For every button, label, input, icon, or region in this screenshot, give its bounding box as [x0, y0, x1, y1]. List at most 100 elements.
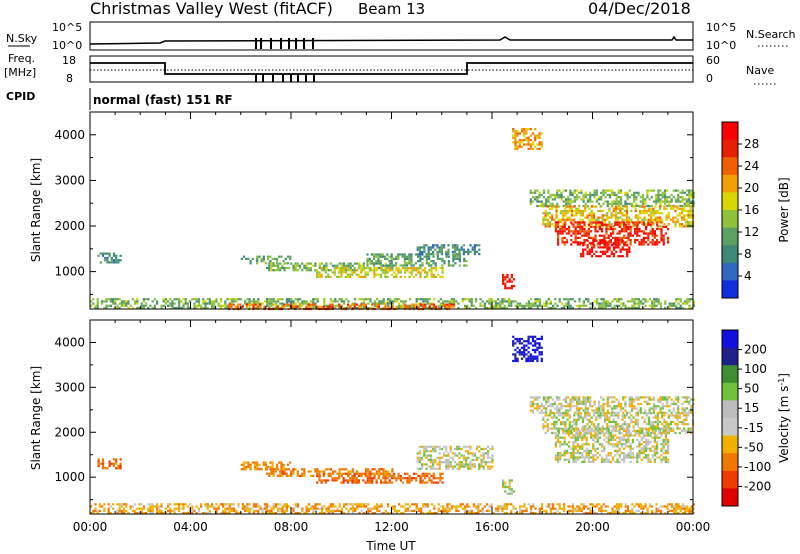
- velocity-cell: [296, 505, 299, 508]
- power-cell: [662, 236, 665, 239]
- power-cell: [506, 276, 509, 279]
- power-cell: [669, 218, 673, 221]
- power-cell: [417, 267, 420, 270]
- power-cell: [353, 267, 356, 270]
- power-cell: [625, 225, 628, 228]
- velocity-cell: [529, 359, 532, 363]
- power-cell: [336, 300, 339, 303]
- power-cell: [612, 255, 616, 258]
- velocity-cell: [569, 405, 572, 408]
- velocity-cell: [109, 505, 112, 508]
- velocity-cell: [281, 512, 284, 515]
- power-cell: [458, 248, 461, 251]
- velocity-cell: [186, 505, 189, 508]
- velocity-cell: [683, 409, 686, 412]
- power-cell: [440, 250, 443, 253]
- power-cell: [270, 302, 273, 305]
- power-cell: [543, 304, 546, 307]
- power-cell: [284, 262, 287, 265]
- power-cell: [573, 198, 576, 201]
- velocity-cell: [382, 512, 385, 515]
- power-cell: [597, 202, 601, 205]
- power-cell: [360, 264, 363, 267]
- velocity-cell: [623, 416, 626, 419]
- power-cell: [478, 244, 481, 247]
- velocity-cell: [582, 396, 585, 399]
- power-cell: [633, 306, 636, 310]
- power-cell: [355, 273, 358, 276]
- power-cell: [540, 204, 543, 208]
- velocity-cell: [584, 414, 587, 417]
- velocity-cell: [564, 398, 568, 401]
- velocity-cell: [656, 414, 659, 417]
- power-cell: [589, 191, 592, 194]
- velocity-cell: [241, 503, 244, 506]
- power-cell: [109, 300, 112, 303]
- velocity-cell: [204, 505, 207, 508]
- velocity-cell: [534, 402, 537, 406]
- power-cell: [551, 198, 554, 201]
- power-cell: [427, 248, 430, 251]
- velocity-cell: [267, 465, 270, 469]
- velocity-cell: [655, 503, 658, 506]
- power-cell: [259, 305, 262, 308]
- velocity-cell: [423, 447, 426, 451]
- power-cell: [656, 243, 659, 246]
- velocity-cell: [432, 450, 435, 453]
- power-cell: [636, 228, 639, 231]
- power-cell: [549, 302, 552, 305]
- velocity-cell: [378, 509, 381, 512]
- power-cell: [342, 267, 345, 270]
- velocity-cell: [540, 409, 543, 412]
- velocity-cell: [358, 503, 361, 506]
- power-cell: [672, 218, 675, 221]
- velocity-cell: [178, 505, 181, 508]
- power-cell: [587, 228, 590, 231]
- power-cell: [546, 205, 549, 208]
- power-cell: [316, 273, 319, 276]
- power-cell: [621, 255, 624, 258]
- power-cell: [200, 304, 203, 307]
- velocity-cell: [368, 481, 372, 484]
- velocity-cell: [549, 503, 552, 506]
- power-cell: [563, 241, 566, 244]
- power-cell: [563, 236, 566, 239]
- velocity-cell: [260, 468, 263, 471]
- power-cell: [650, 225, 653, 228]
- power-cell: [692, 193, 695, 197]
- velocity-cell: [357, 481, 361, 484]
- power-cell: [646, 193, 649, 197]
- power-cell: [603, 214, 607, 217]
- velocity-cell: [282, 465, 285, 469]
- power-cell: [586, 216, 589, 219]
- power-cell: [598, 304, 601, 307]
- power-cell: [625, 220, 629, 224]
- velocity-cell: [285, 472, 288, 475]
- velocity-cell: [673, 509, 676, 512]
- power-cell: [630, 220, 633, 224]
- velocity-cell: [436, 456, 439, 459]
- power-cell: [587, 234, 590, 237]
- power-cell: [622, 304, 625, 307]
- power-cell: [590, 221, 593, 224]
- velocity-cell: [418, 452, 421, 455]
- power-cell: [439, 302, 442, 305]
- velocity-cell: [639, 411, 642, 414]
- velocity-cell: [443, 461, 446, 464]
- velocity-cell: [92, 512, 95, 515]
- power-cell: [625, 236, 628, 239]
- power-cell: [244, 302, 247, 305]
- power-cell: [467, 250, 470, 253]
- power-cell: [316, 269, 319, 272]
- power-cell: [542, 189, 546, 192]
- velocity-cell: [598, 509, 601, 512]
- power-cell: [446, 300, 449, 303]
- power-cell: [340, 264, 343, 267]
- power-cell: [551, 207, 554, 210]
- power-cell: [512, 134, 515, 137]
- velocity-cell: [283, 509, 286, 512]
- power-cell: [134, 302, 137, 305]
- velocity-cell: [663, 420, 666, 424]
- power-cell: [623, 223, 626, 226]
- power-cell: [665, 207, 668, 210]
